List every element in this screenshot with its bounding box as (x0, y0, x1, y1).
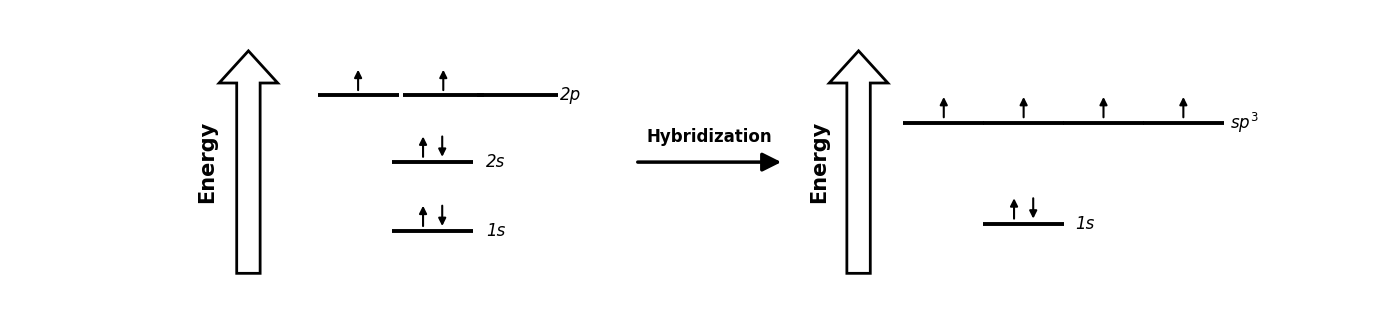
Text: 2s: 2s (486, 153, 506, 171)
Polygon shape (218, 51, 278, 273)
Text: Energy: Energy (809, 121, 829, 203)
Text: Energy: Energy (196, 121, 217, 203)
Text: 2p: 2p (561, 86, 581, 104)
Text: $sp^3$: $sp^3$ (1230, 110, 1259, 134)
Text: 1s: 1s (486, 222, 506, 240)
Text: Hybridization: Hybridization (647, 128, 772, 146)
Text: 1s: 1s (1074, 215, 1094, 233)
Polygon shape (830, 51, 888, 273)
